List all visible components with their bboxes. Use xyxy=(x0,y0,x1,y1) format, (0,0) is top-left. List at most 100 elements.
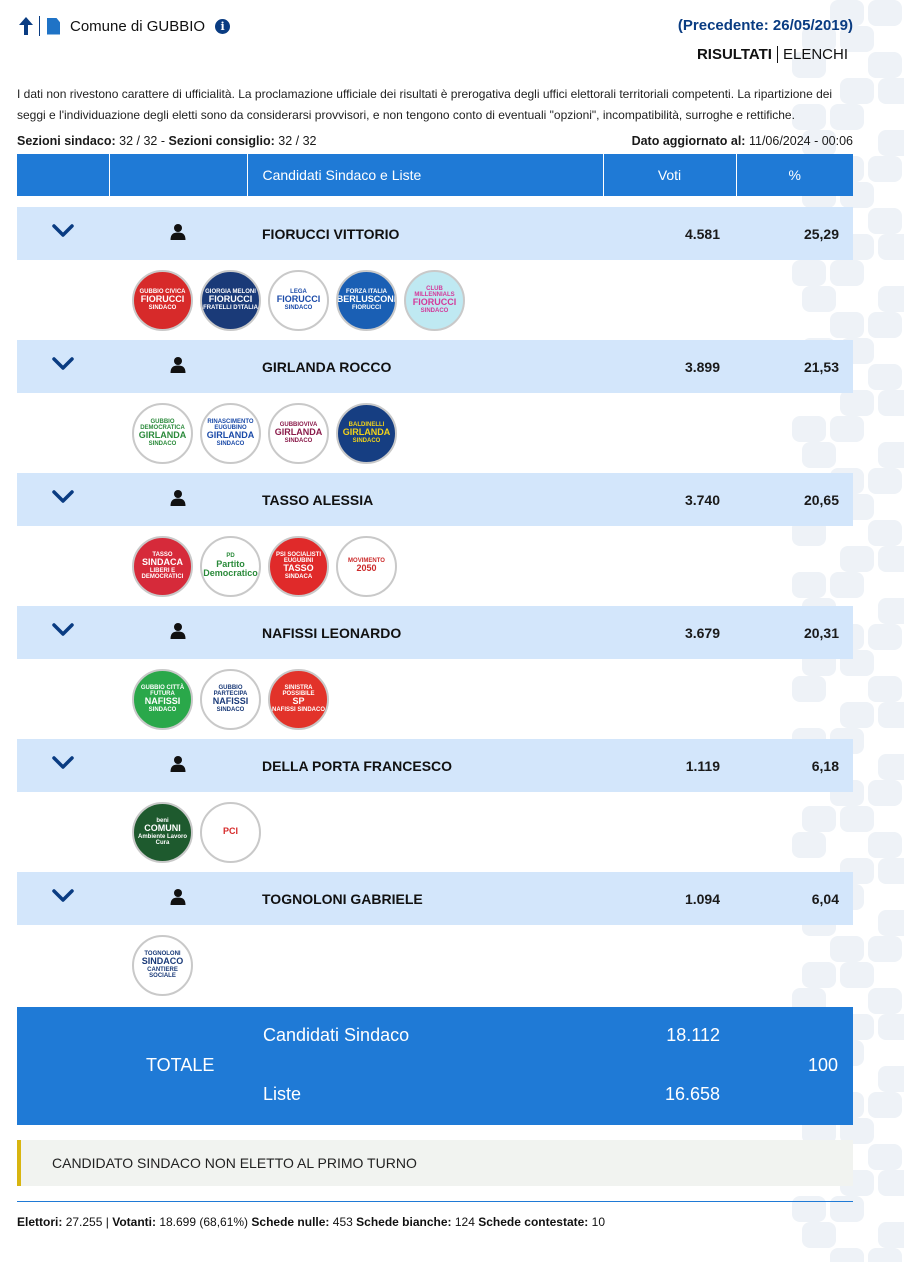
chevron-down-icon[interactable] xyxy=(52,224,74,242)
total-panel: TOTALE Candidati Sindaco 18.112 Liste 16… xyxy=(17,1007,853,1125)
list-logo[interactable]: LEGA FIORUCCI SINDACO xyxy=(268,269,329,331)
background-tile xyxy=(792,572,826,598)
expand-toggle[interactable] xyxy=(17,207,109,260)
list-logo-sub: SINDACO xyxy=(420,307,449,314)
background-tile xyxy=(802,806,836,832)
list-logo-top: CLUB MILLENNIALS xyxy=(414,285,455,299)
candidate-name[interactable]: FIORUCCI VITTORIO xyxy=(247,207,603,260)
chevron-down-icon[interactable] xyxy=(52,889,74,907)
background-tile xyxy=(840,546,874,572)
list-logo-top: MOVIMENTO xyxy=(348,558,385,565)
header-expand-col xyxy=(17,154,110,196)
candidate-name[interactable]: TASSO ALESSIA xyxy=(247,473,603,526)
list-logo-top: FORZA ITALIA xyxy=(346,288,387,295)
list-logos: TOGNOLONI SINDACO CANTIERE SOCIALE xyxy=(17,934,853,996)
sezioni-sindaco-label: Sezioni sindaco: xyxy=(17,134,116,148)
background-tile xyxy=(878,1222,904,1248)
list-logo[interactable]: TOGNOLONI SINDACO CANTIERE SOCIALE xyxy=(132,934,193,996)
row-gap xyxy=(17,196,853,207)
results-body: FIORUCCI VITTORIO 4.581 25,29 GUBBIO CIVICA… xyxy=(17,196,853,1005)
list-logo[interactable]: beni COMUNI Ambiente Lavoro Cura xyxy=(132,801,193,863)
background-tile xyxy=(878,702,904,728)
expand-toggle[interactable] xyxy=(17,473,109,526)
background-tile xyxy=(830,0,864,26)
background-tile xyxy=(802,1222,836,1248)
list-logo-sub: SINDACO xyxy=(284,437,313,444)
candidate-pct: 6,04 xyxy=(736,872,853,925)
tab-elenchi[interactable]: ELENCHI xyxy=(782,46,848,63)
background-tile xyxy=(830,104,864,130)
elettori-value: 27.255 xyxy=(65,1215,103,1229)
header-candidati: Candidati Sindaco e Liste xyxy=(247,154,604,196)
list-logo-sub: SINDACO xyxy=(352,437,381,444)
total-label: TOTALE xyxy=(146,1055,215,1075)
candidate-icon-cell xyxy=(109,473,247,526)
list-logo[interactable]: BALDINELLI GIRLANDA SINDACO xyxy=(336,402,397,464)
list-logo-main: FIORUCCI xyxy=(208,294,253,305)
candidate-row: DELLA PORTA FRANCESCO 1.119 6,18 xyxy=(17,739,853,792)
chevron-down-icon[interactable] xyxy=(52,357,74,375)
list-logo[interactable]: GIORGIA MELONI FIORUCCI FRATELLI D'ITALIA xyxy=(200,269,261,331)
list-logo[interactable]: PD Partito Democratico xyxy=(200,535,261,597)
list-logo[interactable]: GUBBIO CIVICA FIORUCCI SINDACO xyxy=(132,269,193,331)
list-logo-sub: NAFISSI SINDACO xyxy=(271,706,325,713)
list-logo[interactable]: PSI SOCIALISTI EUGUBINI TASSO SINDACA xyxy=(268,535,329,597)
expand-toggle[interactable] xyxy=(17,606,109,659)
election-status-banner: CANDIDATO SINDACO NON ELETTO AL PRIMO TU… xyxy=(17,1140,853,1186)
sezioni-sindaco-value: 32 / 32 xyxy=(119,134,158,148)
list-logo[interactable]: PCI xyxy=(200,801,261,863)
expand-toggle[interactable] xyxy=(17,739,109,792)
list-logo[interactable]: GUBBIO DEMOCRATICA GIRLANDA SINDACO xyxy=(132,402,193,464)
background-tile xyxy=(792,104,826,130)
background-tile xyxy=(868,52,902,78)
list-logo[interactable]: GUBBIO CITTÀ FUTURA NAFISSI SINDACO xyxy=(132,668,193,730)
candidate-name[interactable]: GIRLANDA ROCCO xyxy=(247,340,603,393)
list-logo-main: COMUNI xyxy=(144,823,181,834)
background-tile xyxy=(840,702,874,728)
list-logo[interactable]: GUBBIOVIVA GIRLANDA SINDACO xyxy=(268,402,329,464)
list-logo-sub: SINDACO xyxy=(148,304,177,311)
list-logo[interactable]: RINASCIMENTO EUGUBINO GIRLANDA SINDACO xyxy=(200,402,261,464)
candidate-name[interactable]: TOGNOLONI GABRIELE xyxy=(247,872,603,925)
background-tile xyxy=(878,390,904,416)
arrow-up-icon[interactable] xyxy=(17,17,33,35)
list-logo-main: TASSO xyxy=(283,563,314,574)
candidate-icon-cell xyxy=(109,739,247,792)
list-logo[interactable]: CLUB MILLENNIALS FIORUCCI SINDACO xyxy=(404,269,465,331)
list-logo[interactable]: MOVIMENTO 2050 xyxy=(336,535,397,597)
list-logo-top: TASSO xyxy=(152,551,173,558)
bianche-value: 124 xyxy=(454,1215,475,1229)
background-tile xyxy=(868,676,902,702)
candidate-voti: 4.581 xyxy=(603,207,736,260)
chevron-down-icon[interactable] xyxy=(52,623,74,641)
background-tile xyxy=(878,1066,904,1092)
list-logo[interactable]: TASSO SINDACA LIBERI E DEMOCRATICI xyxy=(132,535,193,597)
votanti-value: 18.699 (68,61%) xyxy=(159,1215,249,1229)
votanti-label: Votanti: xyxy=(112,1215,156,1229)
list-logo-top: GUBBIO CIVICA xyxy=(139,288,186,295)
background-tile xyxy=(878,130,904,156)
lists-row: TOGNOLONI SINDACO CANTIERE SOCIALE xyxy=(17,925,853,1005)
list-logo-main: SP xyxy=(292,696,305,707)
document-icon[interactable] xyxy=(47,17,60,35)
candidate-name[interactable]: NAFISSI LEONARDO xyxy=(247,606,603,659)
tab-risultati[interactable]: RISULTATI xyxy=(697,46,778,63)
list-logo[interactable]: SINISTRA POSSIBILE SP NAFISSI SINDACO xyxy=(268,668,329,730)
info-icon[interactable]: i xyxy=(215,18,231,34)
chevron-down-icon[interactable] xyxy=(52,490,74,508)
previous-election-link[interactable]: (Precedente: 26/05/2019) xyxy=(677,17,853,34)
breadcrumb: Comune di GUBBIO i xyxy=(17,16,231,36)
candidate-voti: 1.094 xyxy=(603,872,736,925)
list-logo-main: GIRLANDA xyxy=(138,430,187,441)
list-logo-top: TOGNOLONI xyxy=(144,950,181,957)
background-tile xyxy=(868,832,902,858)
list-logos: GUBBIO CITTÀ FUTURA NAFISSI SINDACO GUBBIO … xyxy=(17,668,853,730)
list-logo[interactable]: FORZA ITALIA BERLUSCONI FIORUCCI xyxy=(336,269,397,331)
expand-toggle[interactable] xyxy=(17,872,109,925)
expand-toggle[interactable] xyxy=(17,340,109,393)
list-logo[interactable]: GUBBIO PARTECIPA NAFISSI SINDACO xyxy=(200,668,261,730)
chevron-down-icon[interactable] xyxy=(52,756,74,774)
user-icon xyxy=(170,223,186,244)
total-candidati-label: Candidati Sindaco xyxy=(263,1025,410,1045)
candidate-name[interactable]: DELLA PORTA FRANCESCO xyxy=(247,739,603,792)
